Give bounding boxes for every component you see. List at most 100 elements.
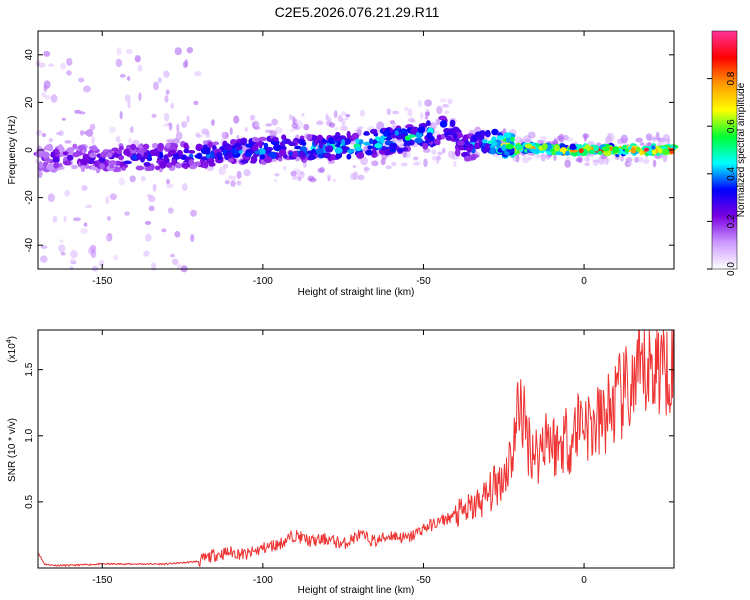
heatmap-cell — [187, 149, 196, 154]
heatmap-cell — [91, 136, 95, 145]
heatmap-cell — [42, 133, 47, 137]
heatmap-cell — [625, 157, 633, 163]
heatmap-cell — [146, 194, 152, 198]
snr-x-label: Height of straight line (km) — [298, 585, 415, 596]
heatmap-cell — [53, 161, 60, 169]
heatmap-cell — [601, 146, 610, 152]
heatmap-cell — [341, 117, 346, 127]
heatmap-cell — [236, 180, 242, 186]
heatmap-cell — [527, 157, 533, 161]
heatmap-cell — [228, 175, 234, 180]
y-tick-label: 0 — [24, 147, 35, 153]
colorbar-tick-label: 0.8 — [726, 71, 737, 85]
heatmap-cell — [521, 155, 530, 164]
heatmap-cell — [89, 123, 96, 131]
heatmap-cell — [49, 159, 54, 164]
heatmap-cell — [90, 249, 97, 259]
heatmap-cell — [470, 134, 478, 142]
heatmap-cell — [240, 138, 247, 146]
heatmap-cell — [277, 157, 283, 162]
heatmap-cell — [47, 193, 55, 203]
colorbar-gradient — [711, 30, 738, 270]
snr-scale-prefix: (x10 — [7, 343, 18, 363]
heatmap-cell — [62, 160, 72, 166]
heatmap-cell — [433, 138, 441, 145]
heatmap-cell — [308, 177, 317, 183]
colorbar-tick-label: 0.4 — [726, 166, 737, 180]
heatmap-cell — [524, 143, 533, 149]
heatmap-cell — [203, 161, 209, 169]
heatmap-cell — [593, 145, 599, 152]
heatmap-cell — [118, 145, 124, 151]
heatmap-cell — [484, 129, 491, 138]
heatmap-cell — [124, 94, 131, 102]
heatmap-cell — [275, 127, 283, 134]
heatmap-cell — [515, 154, 520, 163]
heatmap-cell — [50, 94, 58, 103]
heatmap-cell — [127, 100, 131, 109]
heatmap-cell — [334, 147, 343, 154]
heatmap-cell — [226, 151, 232, 156]
heatmap-cell — [52, 215, 58, 223]
heatmap-cell — [165, 162, 173, 168]
y-tick-label: 1.0 — [24, 428, 35, 442]
x-tick-label: -100 — [253, 276, 273, 287]
heatmap-cell — [583, 134, 588, 142]
heatmap-cell — [161, 228, 167, 233]
heatmap-cell — [186, 46, 194, 54]
heatmap-cell — [413, 156, 419, 161]
heatmap-cell — [438, 115, 447, 121]
heatmap-cell — [151, 142, 159, 149]
heatmap-cell — [292, 150, 298, 158]
heatmap-cell — [169, 253, 176, 258]
heatmap-cell — [624, 148, 629, 154]
heatmap-cell — [399, 128, 408, 135]
heatmap-cell — [289, 128, 295, 133]
heatmap-cell — [328, 122, 336, 128]
heatmap-cell — [183, 164, 189, 170]
heatmap-cell — [652, 159, 657, 168]
heatmap-cell — [447, 128, 455, 134]
heatmap-cell — [380, 158, 386, 166]
heatmap-cell — [410, 127, 418, 135]
heatmap-cell — [372, 147, 377, 154]
heatmap-cell — [230, 180, 236, 187]
heatmap-cell — [657, 147, 663, 154]
y-tick-label: 1.5 — [24, 362, 35, 376]
heatmap-cell — [392, 110, 400, 115]
heatmap-cell — [523, 148, 529, 153]
heatmap-cell — [315, 148, 324, 155]
heatmap-cell — [514, 144, 524, 150]
heatmap-cell — [170, 102, 175, 109]
heatmap-cell — [250, 155, 258, 163]
colorbar: 0.0 0.2 0.4 0.6 0.8 Normalized spectral ampl… — [707, 30, 747, 276]
heatmap-cell — [216, 152, 223, 157]
heatmap-cell — [233, 115, 240, 124]
heatmap-cell — [365, 149, 373, 156]
heatmap-cell — [306, 134, 313, 141]
heatmap-cell — [201, 128, 210, 135]
heatmap-cell — [111, 147, 120, 152]
heatmap-cell — [138, 92, 142, 101]
heatmap-cell — [135, 165, 145, 171]
heatmap-cell — [422, 142, 429, 150]
heatmap-cell — [263, 156, 273, 164]
heatmap-cell — [551, 150, 557, 156]
heatmap-cell — [439, 120, 448, 128]
heatmap-cell — [108, 160, 118, 166]
heatmap-cell — [340, 125, 348, 132]
heatmap-cell — [129, 143, 137, 151]
heatmap-cell — [661, 148, 670, 156]
y-tick-label: 20 — [24, 96, 35, 108]
heatmap-cell — [271, 118, 278, 126]
heatmap-cell — [389, 142, 398, 150]
heatmap-cell — [306, 150, 315, 155]
snr-scale-exponent: 4 — [6, 339, 13, 343]
heatmap-cell — [347, 149, 355, 153]
heatmap-cell — [105, 196, 109, 205]
heatmap-cell — [72, 151, 81, 158]
heatmap-cell — [456, 140, 465, 147]
heatmap-cell — [288, 114, 293, 121]
heatmap-cell — [354, 128, 362, 132]
heatmap-cell — [129, 175, 136, 183]
